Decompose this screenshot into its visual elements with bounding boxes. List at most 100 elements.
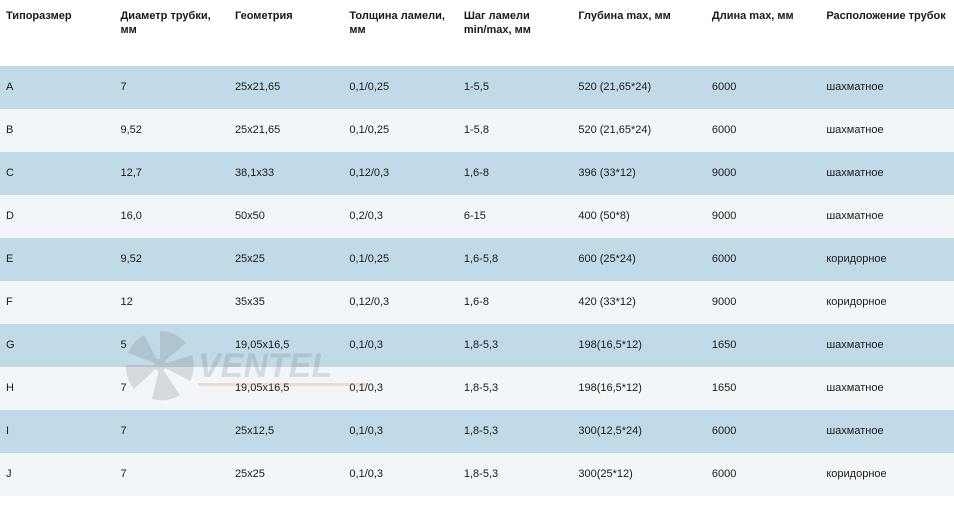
cell: 0,12/0,3 [343, 152, 457, 195]
cell: 25x21,65 [229, 109, 343, 152]
cell: 6000 [706, 109, 820, 152]
cell: 19,05x16,5 [229, 324, 343, 367]
cell: 420 (33*12) [572, 281, 706, 324]
cell: 1,6-8 [458, 281, 572, 324]
cell: 300(25*12) [572, 453, 706, 496]
cell: 520 (21,65*24) [572, 66, 706, 109]
cell: 16,0 [114, 195, 228, 238]
cell: 1,6-8 [458, 152, 572, 195]
cell: шахматное [820, 109, 954, 152]
cell: J [0, 453, 114, 496]
col-header: Длина max, мм [706, 0, 820, 66]
cell: I [0, 410, 114, 453]
cell: коридорное [820, 238, 954, 281]
cell: B [0, 109, 114, 152]
cell: 1650 [706, 324, 820, 367]
cell: 0,2/0,3 [343, 195, 457, 238]
cell: 1,8-5,3 [458, 410, 572, 453]
cell: 0,1/0,3 [343, 324, 457, 367]
cell: 400 (50*8) [572, 195, 706, 238]
cell: 9000 [706, 195, 820, 238]
cell: 50x50 [229, 195, 343, 238]
table-body: A725x21,650,1/0,251-5,5520 (21,65*24)600… [0, 66, 954, 496]
cell: шахматное [820, 66, 954, 109]
table-row: H719,05x16,50,1/0,31,8-5,3198(16,5*12)16… [0, 367, 954, 410]
cell: 25x12,5 [229, 410, 343, 453]
cell: 396 (33*12) [572, 152, 706, 195]
cell: 6000 [706, 410, 820, 453]
cell: 1,8-5,3 [458, 324, 572, 367]
cell: 0,1/0,3 [343, 367, 457, 410]
cell: C [0, 152, 114, 195]
table-row: C12,738,1x330,12/0,31,6-8396 (33*12)9000… [0, 152, 954, 195]
table-row: I725x12,50,1/0,31,8-5,3300(12,5*24)6000ш… [0, 410, 954, 453]
col-header: Расположение трубок [820, 0, 954, 66]
cell: 1,8-5,3 [458, 367, 572, 410]
cell: 9,52 [114, 109, 228, 152]
cell: H [0, 367, 114, 410]
cell: 0,1/0,3 [343, 410, 457, 453]
cell: 198(16,5*12) [572, 324, 706, 367]
cell: 25x21,65 [229, 66, 343, 109]
cell: 25x25 [229, 453, 343, 496]
cell: шахматное [820, 324, 954, 367]
table-row: A725x21,650,1/0,251-5,5520 (21,65*24)600… [0, 66, 954, 109]
cell: 198(16,5*12) [572, 367, 706, 410]
col-header: Геометрия [229, 0, 343, 66]
col-header: Шаг ламели min/max, мм [458, 0, 572, 66]
cell: 5 [114, 324, 228, 367]
cell: шахматное [820, 152, 954, 195]
cell: 9000 [706, 152, 820, 195]
cell: 25x25 [229, 238, 343, 281]
cell: шахматное [820, 195, 954, 238]
cell: 6000 [706, 453, 820, 496]
cell: коридорное [820, 453, 954, 496]
cell: шахматное [820, 367, 954, 410]
table-row: F1235x350,12/0,31,6-8420 (33*12)9000кори… [0, 281, 954, 324]
cell: 12 [114, 281, 228, 324]
cell: 0,1/0,25 [343, 238, 457, 281]
cell: 7 [114, 66, 228, 109]
cell: 12,7 [114, 152, 228, 195]
cell: E [0, 238, 114, 281]
cell: D [0, 195, 114, 238]
cell: 0,12/0,3 [343, 281, 457, 324]
cell: G [0, 324, 114, 367]
cell: 9000 [706, 281, 820, 324]
cell: 0,1/0,25 [343, 109, 457, 152]
table-row: B9,5225x21,650,1/0,251-5,8520 (21,65*24)… [0, 109, 954, 152]
cell: 7 [114, 453, 228, 496]
table-row: E9,5225x250,1/0,251,6-5,8600 (25*24)6000… [0, 238, 954, 281]
cell: 0,1/0,3 [343, 453, 457, 496]
cell: 19,05x16,5 [229, 367, 343, 410]
cell: 0,1/0,25 [343, 66, 457, 109]
col-header: Типоразмер [0, 0, 114, 66]
col-header: Диаметр трубки, мм [114, 0, 228, 66]
table-row: G519,05x16,50,1/0,31,8-5,3198(16,5*12)16… [0, 324, 954, 367]
cell: 6000 [706, 238, 820, 281]
cell: F [0, 281, 114, 324]
cell: 7 [114, 410, 228, 453]
cell: шахматное [820, 410, 954, 453]
col-header: Глубина max, мм [572, 0, 706, 66]
table-row: J725x250,1/0,31,8-5,3300(25*12)6000корид… [0, 453, 954, 496]
col-header: Толщина ламели, мм [343, 0, 457, 66]
cell: 1-5,8 [458, 109, 572, 152]
cell: 300(12,5*24) [572, 410, 706, 453]
cell: 1,6-5,8 [458, 238, 572, 281]
cell: 6000 [706, 66, 820, 109]
spec-table-container: VENTEL Типоразмер Диаметр трубки, мм Гео… [0, 0, 954, 496]
table-header: Типоразмер Диаметр трубки, мм Геометрия … [0, 0, 954, 66]
table-row: D16,050x500,2/0,36-15400 (50*8)9000шахма… [0, 195, 954, 238]
cell: 38,1x33 [229, 152, 343, 195]
cell: 600 (25*24) [572, 238, 706, 281]
cell: 35x35 [229, 281, 343, 324]
cell: 1-5,5 [458, 66, 572, 109]
cell: A [0, 66, 114, 109]
cell: 9,52 [114, 238, 228, 281]
cell: 520 (21,65*24) [572, 109, 706, 152]
spec-table: Типоразмер Диаметр трубки, мм Геометрия … [0, 0, 954, 496]
cell: 1,8-5,3 [458, 453, 572, 496]
cell: 1650 [706, 367, 820, 410]
cell: 6-15 [458, 195, 572, 238]
